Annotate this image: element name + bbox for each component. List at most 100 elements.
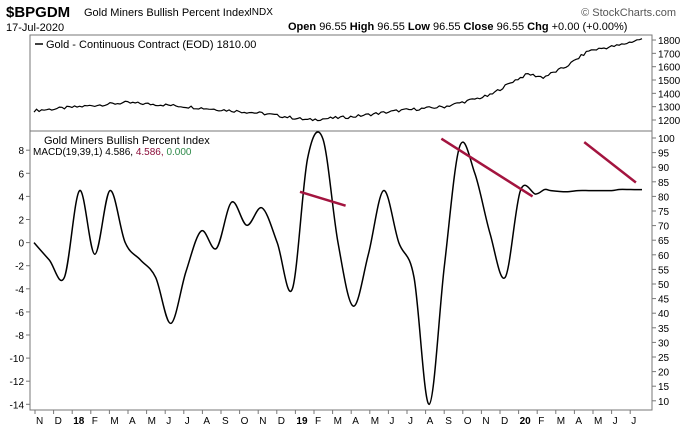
- x-tick-label: S: [445, 416, 452, 427]
- y-tick-label: 1600: [658, 63, 681, 74]
- left-y-tick-label: -14: [10, 400, 25, 411]
- right-y-tick-label: 90: [658, 163, 670, 174]
- source-credit: © StockCharts.com: [581, 7, 676, 19]
- indicator-legend: Gold Miners Bullish Percent Index MACD(1…: [33, 135, 210, 158]
- gold-price-line: [33, 38, 643, 122]
- right-y-tick-label: 30: [658, 338, 670, 349]
- left-y-tick-label: -10: [10, 354, 25, 365]
- y-tick-label: 1700: [658, 49, 681, 60]
- trendline: [583, 141, 637, 184]
- chg-label: Chg: [527, 21, 549, 33]
- chart-title: Gold Miners Bullish Percent Index: [84, 7, 250, 19]
- price-legend: Gold - Continuous Contract (EOD) 1810.00: [35, 39, 256, 51]
- right-y-tick-label: 40: [658, 309, 670, 320]
- left-y-tick-label: -6: [15, 308, 24, 319]
- indicator-panel-frame: [29, 130, 653, 411]
- chart-date: 17-Jul-2020: [6, 22, 65, 34]
- right-y-tick-label: 70: [658, 222, 670, 233]
- indicator-legend-title: Gold Miners Bullish Percent Index: [44, 135, 210, 147]
- x-tick-label: M: [334, 416, 342, 427]
- right-y-tick-label: 50: [658, 280, 670, 291]
- left-y-tick-label: -4: [15, 285, 24, 296]
- right-y-tick-label: 75: [658, 207, 670, 218]
- left-y-tick-label: 6: [18, 169, 24, 180]
- right-y-tick-label: 80: [658, 192, 670, 203]
- low-label: Low: [407, 21, 430, 33]
- x-tick-label: N: [36, 416, 43, 427]
- y-tick-label: 1300: [658, 103, 681, 114]
- left-y-tick-label: 4: [18, 192, 24, 203]
- x-tick-label: A: [575, 416, 582, 427]
- x-tick-label: O: [464, 416, 472, 427]
- right-y-tick-label: 95: [658, 149, 670, 160]
- x-tick-label: D: [278, 416, 285, 427]
- x-tick-label: F: [92, 416, 98, 427]
- x-tick-label: 18: [73, 416, 85, 427]
- left-y-tick-label: 8: [18, 146, 24, 157]
- x-tick-label: A: [427, 416, 434, 427]
- x-tick-label: M: [148, 416, 156, 427]
- ohlc-readout: Open 96.55 High 96.55 Low 96.55 Close 96…: [288, 21, 627, 33]
- right-y-tick-label: 55: [658, 265, 670, 276]
- x-tick-label: A: [352, 416, 359, 427]
- x-tick-label: J: [408, 416, 413, 427]
- open-label: Open: [288, 21, 317, 33]
- x-tick-label: A: [129, 416, 136, 427]
- open-value: 96.55: [319, 21, 347, 33]
- y-tick-label: 1200: [658, 116, 681, 127]
- right-y-tick-label: 60: [658, 251, 670, 262]
- y-tick-label: 1800: [658, 36, 681, 47]
- right-y-tick-label: 15: [658, 382, 670, 393]
- price-legend-text: Gold - Continuous Contract (EOD) 1810.00: [46, 39, 256, 51]
- right-y-tick-label: 100: [658, 134, 675, 145]
- trendline: [440, 137, 534, 198]
- x-tick-label: D: [501, 416, 508, 427]
- x-tick-label: O: [241, 416, 249, 427]
- chg-value: +0.00 (+0.00%): [551, 21, 628, 33]
- x-tick-label: M: [594, 416, 602, 427]
- y-tick-label: 1500: [658, 76, 681, 87]
- trendline: [299, 190, 346, 207]
- high-label: High: [349, 21, 375, 33]
- left-y-tick-label: -8: [15, 331, 24, 342]
- x-tick-label: A: [203, 416, 210, 427]
- x-tick-label: M: [371, 416, 379, 427]
- x-tick-label: J: [631, 416, 636, 427]
- right-y-tick-label: 45: [658, 295, 670, 306]
- right-y-tick-label: 65: [658, 236, 670, 247]
- signal-legend-value: 4.586,: [136, 147, 164, 158]
- x-tick-label: M: [557, 416, 565, 427]
- exchange-label: INDX: [249, 7, 273, 18]
- right-y-tick-label: 25: [658, 353, 670, 364]
- x-tick-label: 19: [296, 416, 308, 427]
- right-y-tick-label: 85: [658, 178, 670, 189]
- high-value: 96.55: [377, 21, 405, 33]
- x-tick-label: J: [185, 416, 190, 427]
- macd-legend: MACD(19,39,1) 4.586, 4.586, 0.000: [33, 147, 192, 158]
- y-tick-label: 1400: [658, 89, 681, 100]
- x-tick-label: 20: [520, 416, 532, 427]
- low-value: 96.55: [432, 21, 461, 33]
- x-tick-label: J: [389, 416, 394, 427]
- x-tick-label: M: [110, 416, 118, 427]
- left-y-tick-label: 2: [18, 216, 24, 227]
- x-tick-label: F: [315, 416, 321, 427]
- x-tick-label: J: [166, 416, 171, 427]
- macd-legend-label: MACD(19,39,1) 4.586,: [33, 147, 133, 158]
- close-label: Close: [463, 21, 494, 33]
- x-tick-label: N: [259, 416, 266, 427]
- left-y-tick-label: 0: [18, 239, 24, 250]
- right-y-tick-label: 20: [658, 368, 670, 379]
- right-y-tick-label: 10: [658, 397, 670, 408]
- histogram-legend-value: 0.000: [166, 147, 191, 158]
- x-tick-label: F: [538, 416, 544, 427]
- right-y-tick-label: 35: [658, 324, 670, 335]
- close-value: 96.55: [496, 21, 525, 33]
- macd-line: [33, 131, 643, 406]
- x-tick-label: S: [222, 416, 229, 427]
- x-tick-label: D: [55, 416, 62, 427]
- chart-symbol: $BPGDM: [6, 4, 71, 21]
- left-y-tick-label: -2: [15, 262, 24, 273]
